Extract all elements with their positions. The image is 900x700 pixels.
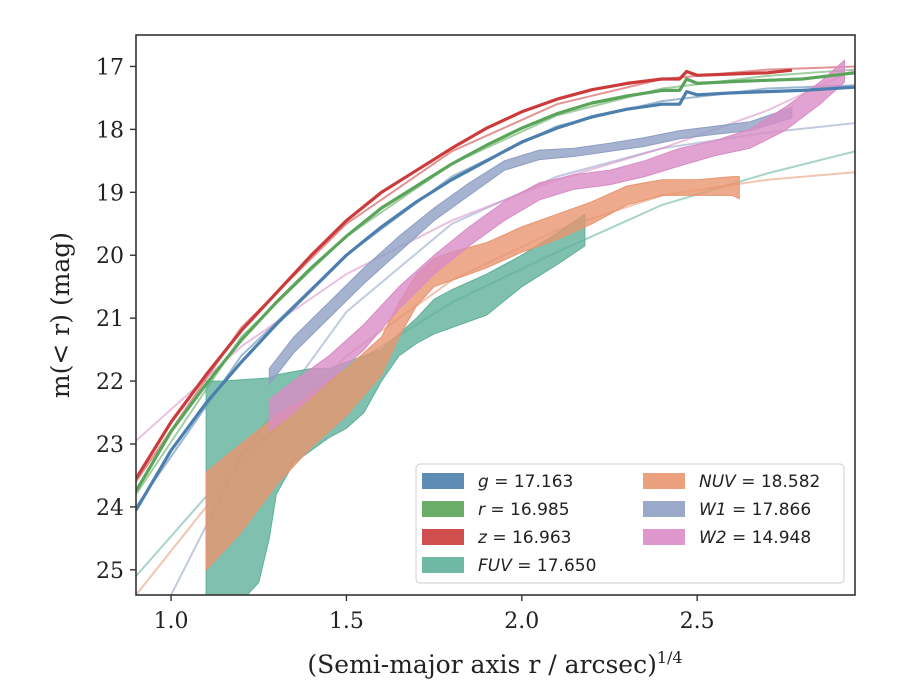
y-tick-label: 24 <box>96 496 124 521</box>
y-tick-label: 23 <box>96 433 124 458</box>
model-curve-w2 <box>136 68 855 442</box>
legend-swatch <box>422 501 464 517</box>
x-tick-label: 1.0 <box>154 609 189 634</box>
line-z <box>136 68 793 480</box>
line-g <box>136 85 855 511</box>
legend-swatch <box>643 473 685 489</box>
legend-item-fuv: FUV = 17.650 <box>422 556 596 576</box>
legend: g = 17.163 r = 16.985 z = 16.963 FUV = 17.6… <box>415 463 845 584</box>
line-r <box>136 71 855 493</box>
legend-item-z: z = 16.963 <box>422 528 571 548</box>
legend-frame <box>415 463 845 584</box>
x-tick-label: 1.5 <box>329 609 364 634</box>
x-axis-label-text: (Semi-major axis r / arcsec) <box>307 650 656 679</box>
y-axis-label: m(< r) (mag) <box>46 232 75 398</box>
legend-label: g = 17.163 <box>478 472 573 492</box>
legend-item-w1: W1 = 17.866 <box>643 500 811 520</box>
y-tick-label: 20 <box>96 244 124 269</box>
legend-swatch <box>422 473 464 489</box>
y-tick-label: 25 <box>96 559 124 584</box>
y-tick-label: 18 <box>96 118 124 143</box>
y-tick-label: 19 <box>96 181 124 206</box>
legend-item-g: g = 17.163 <box>422 472 573 492</box>
band-w2 <box>268 59 845 433</box>
legend-item-w2: W2 = 14.948 <box>643 528 811 548</box>
x-axis-label: (Semi-major axis r / arcsec)1/4 <box>307 648 682 679</box>
legend-swatch <box>422 557 464 573</box>
legend-swatch <box>643 501 685 517</box>
legend-label: r = 16.985 <box>478 500 570 520</box>
data-layer <box>136 59 855 595</box>
band-fuv <box>205 213 586 595</box>
plot-frame <box>135 34 856 596</box>
legend-label: z = 16.963 <box>477 528 571 548</box>
legend-label: FUV = 17.650 <box>478 556 596 576</box>
x-tick-label: 2.0 <box>504 609 539 634</box>
legend-swatch <box>422 529 464 545</box>
y-tick-label: 17 <box>96 55 124 80</box>
legend-label: W1 = 17.866 <box>699 500 811 520</box>
x-tick-label: 2.5 <box>680 609 715 634</box>
ticks-layer: 1.0 1.5 2.0 2.5 17 18 19 20 21 22 23 24 25 <box>96 55 715 634</box>
x-axis-label-superscript: 1/4 <box>657 648 683 667</box>
y-tick-label: 22 <box>96 370 124 395</box>
legend-label: W2 = 14.948 <box>699 528 811 548</box>
y-tick-label: 21 <box>96 307 124 332</box>
legend-label: NUV = 18.582 <box>699 472 820 492</box>
legend-swatch <box>643 529 685 545</box>
legend-item-nuv: NUV = 18.582 <box>643 472 820 492</box>
legend-item-r: r = 16.985 <box>422 500 570 520</box>
